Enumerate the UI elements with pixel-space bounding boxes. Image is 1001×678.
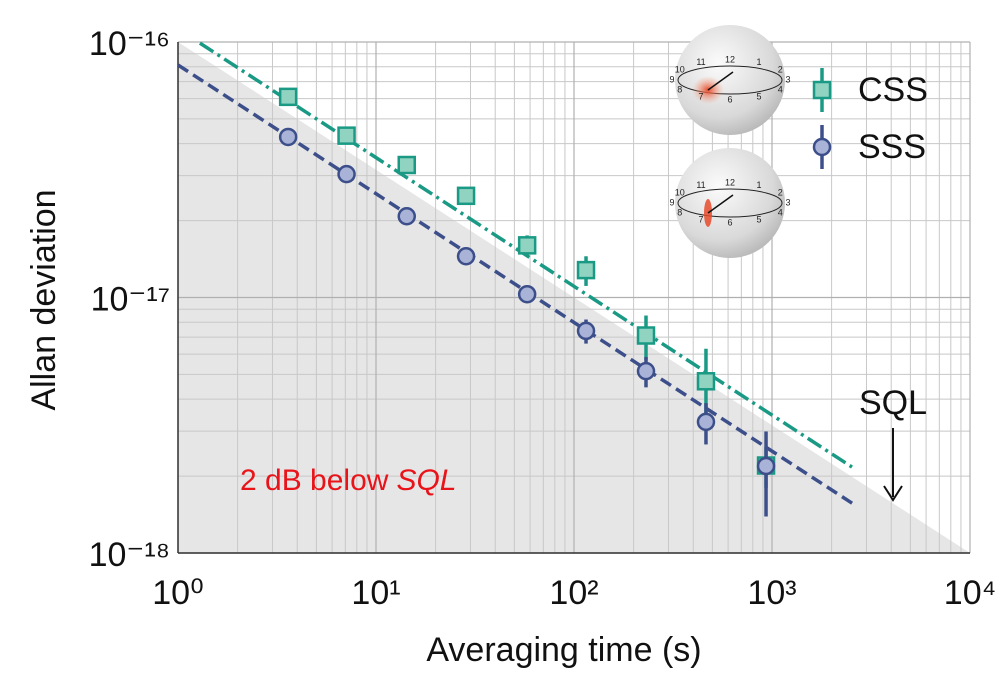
x-axis-label: Averaging time (s): [426, 631, 701, 669]
legend-marker: [812, 137, 832, 157]
clock-label: 7: [698, 215, 703, 225]
bloch-sphere: [675, 148, 785, 258]
marker: [337, 164, 356, 184]
clock-label: 3: [785, 197, 790, 207]
bloch-sphere: [675, 25, 785, 135]
annotation: 2 dB below SQL: [240, 464, 456, 497]
marker: [278, 87, 298, 107]
clock-label: 1: [756, 180, 761, 190]
marker: [456, 247, 476, 266]
marker: [756, 456, 776, 476]
x-tick-label: 10¹: [351, 574, 400, 612]
legend-label: CSS: [858, 71, 928, 109]
marker: [517, 236, 537, 255]
clock-label: 11: [696, 57, 705, 67]
clock-label: 4: [778, 84, 783, 94]
clock-label: 7: [698, 92, 703, 102]
sql-arrow-head: [883, 485, 903, 502]
marker: [456, 186, 476, 206]
y-tick-label: 10⁻¹⁸: [89, 536, 170, 574]
spin-vector: [707, 194, 734, 214]
clock-label: 4: [778, 207, 783, 217]
marker: [636, 326, 656, 345]
clock-label: 2: [778, 187, 783, 197]
clock-label: 11: [696, 180, 705, 190]
clock-label: 8: [677, 84, 682, 94]
marker: [397, 206, 417, 226]
marker: [636, 361, 656, 381]
legend-label: SSS: [858, 128, 926, 166]
clock-label: 6: [727, 217, 732, 227]
clock-label: 5: [756, 92, 761, 102]
annotation-emphasis: SQL: [396, 464, 456, 497]
clock-label: 2: [778, 64, 783, 74]
marker: [696, 372, 716, 391]
marker: [337, 126, 356, 145]
y-tick-label: 10⁻¹⁶: [89, 25, 170, 63]
annotation-text: 2 dB below: [240, 464, 389, 497]
y-axis-label: Allan deviation: [25, 189, 63, 410]
clock-label: 12: [725, 54, 735, 64]
clock-label: 3: [785, 74, 790, 84]
clock-label: 5: [756, 215, 761, 225]
x-tick-label: 10³: [747, 574, 796, 612]
x-tick-label: 10⁴: [944, 574, 996, 612]
clock-label: 8: [677, 207, 682, 217]
marker: [397, 155, 417, 175]
marker: [517, 284, 537, 304]
marker: [576, 321, 596, 341]
clock-label: 1: [756, 57, 761, 67]
x-tick-label: 10²: [549, 574, 598, 612]
clock-label: 9: [669, 197, 674, 207]
marker: [576, 260, 596, 280]
clock-label: 10: [675, 64, 685, 74]
equator: [677, 188, 783, 218]
equator: [677, 65, 783, 95]
legend-marker: [812, 80, 832, 100]
x-tick-label: 10⁰: [152, 574, 203, 612]
clock-label: 6: [727, 94, 732, 104]
clock-label: 12: [725, 177, 735, 187]
marker: [696, 412, 716, 432]
spin-vector: [707, 71, 734, 91]
clock-label: 10: [675, 187, 685, 197]
sql-label: SQL: [859, 384, 927, 422]
clock-label: 9: [669, 74, 674, 84]
y-tick-label: 10⁻¹⁷: [91, 280, 170, 318]
marker: [278, 127, 298, 147]
